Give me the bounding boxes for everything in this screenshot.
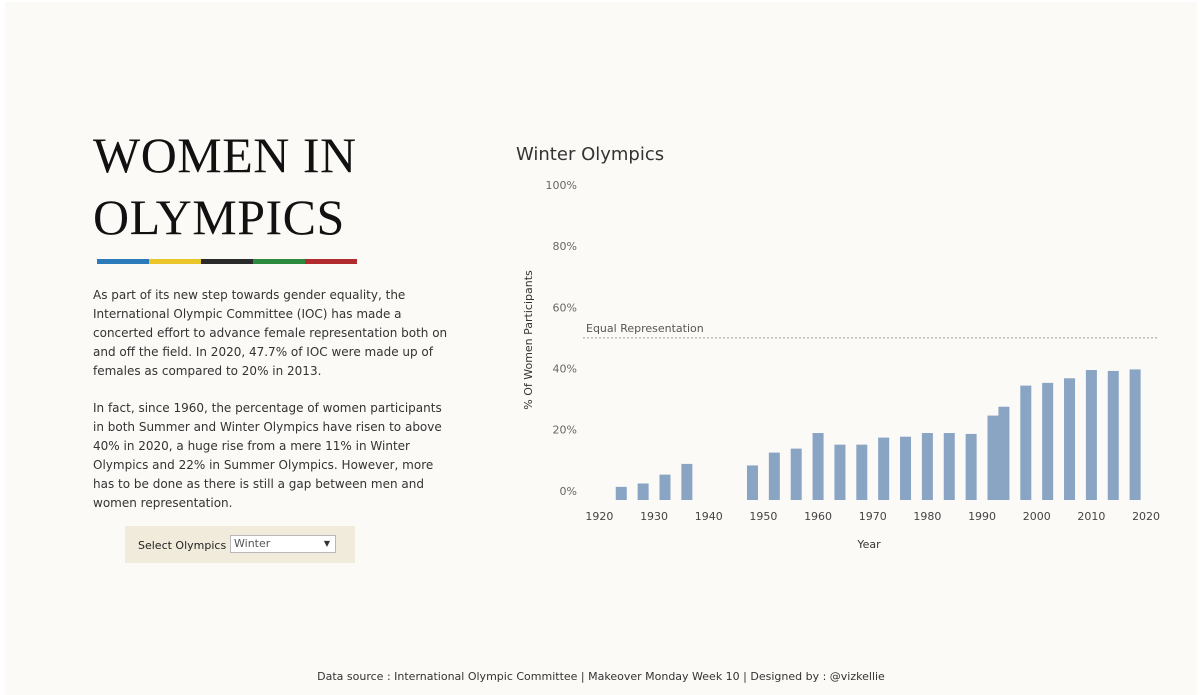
color-stripe-blue [97,259,149,264]
x-axis-label: Year [856,538,881,551]
bar-1992[interactable] [987,415,999,500]
bar-1994[interactable] [998,406,1010,500]
bar-1936[interactable] [681,463,693,500]
y-tick-label: 80% [553,240,577,253]
dashboard: WOMEN IN OLYMPICS As part of its new ste… [5,2,1197,695]
bar-2006[interactable] [1064,378,1076,500]
x-tick-label: 2010 [1077,510,1105,523]
bar-2018[interactable] [1129,369,1141,500]
y-tick-label: 0% [560,485,577,498]
filter-selected-value: Winter [234,537,271,550]
color-stripe-black [201,259,253,264]
x-tick-label: 1940 [695,510,723,523]
bar-1998[interactable] [1020,385,1032,500]
filter-label: Select Olympics [138,539,227,552]
bar-1980[interactable] [921,433,933,500]
x-tick-label: 1970 [859,510,887,523]
x-axis: 1920 1930 1940 1950 1960 1970 1980 1990 2000 2010… [585,510,1160,523]
bar-1984[interactable] [943,433,955,500]
x-tick-label: 1950 [749,510,777,523]
y-axis-label: % Of Women Participants [522,270,535,410]
chart-title: Winter Olympics [516,144,665,165]
y-tick-label: 40% [553,362,577,375]
bar-2014[interactable] [1107,370,1119,500]
detail-paragraph: In fact, since 1960, the percentage of w… [93,401,442,510]
color-stripe-green [253,259,305,264]
olympics-filter: Select Olympics Winter ▼ [125,526,355,563]
y-tick-label: 100% [546,179,577,192]
dropdown-arrow-icon[interactable]: ▼ [323,539,330,548]
reference-line: Equal Representation [583,322,1157,339]
bars [615,369,1141,500]
bar-1972[interactable] [878,437,890,500]
x-tick-label: 1920 [585,510,613,523]
x-tick-label: 1960 [804,510,832,523]
bar-1968[interactable] [856,444,868,500]
bar-2010[interactable] [1085,370,1097,500]
color-stripe-red [305,259,357,264]
bar-1932[interactable] [659,474,671,500]
intro-paragraph: As part of its new step towards gender e… [93,288,448,378]
reference-line-label: Equal Representation [586,322,704,335]
color-stripe-yellow [149,259,201,264]
bar-1948[interactable] [746,465,758,500]
bar-1988[interactable] [965,433,977,500]
bar-1924[interactable] [615,486,627,500]
y-axis: 0% 20% 40% 60% 80% 100% [546,179,577,498]
bar-1960[interactable] [812,433,824,500]
bar-chart: 0%20%40%60%80%100% Equal Representation … [522,179,1160,551]
page-title: WOMEN IN OLYMPICS [93,127,357,245]
bar-1928[interactable] [637,483,649,500]
bar-1956[interactable] [790,448,802,500]
bar-1976[interactable] [900,436,912,500]
olympic-colors-bar [97,259,357,264]
y-tick-label: 20% [553,424,577,437]
x-tick-label: 2020 [1132,510,1160,523]
bar-2002[interactable] [1042,382,1054,500]
x-tick-label: 1980 [913,510,941,523]
bar-1964[interactable] [834,444,846,500]
footer-credits: Data source : International Olympic Comm… [317,670,885,683]
x-tick-label: 1990 [968,510,996,523]
olympics-select[interactable]: Winter ▼ [230,535,336,553]
y-tick-label: 60% [553,301,577,314]
x-tick-label: 2000 [1023,510,1051,523]
x-tick-label: 1930 [640,510,668,523]
bar-1952[interactable] [768,452,780,500]
